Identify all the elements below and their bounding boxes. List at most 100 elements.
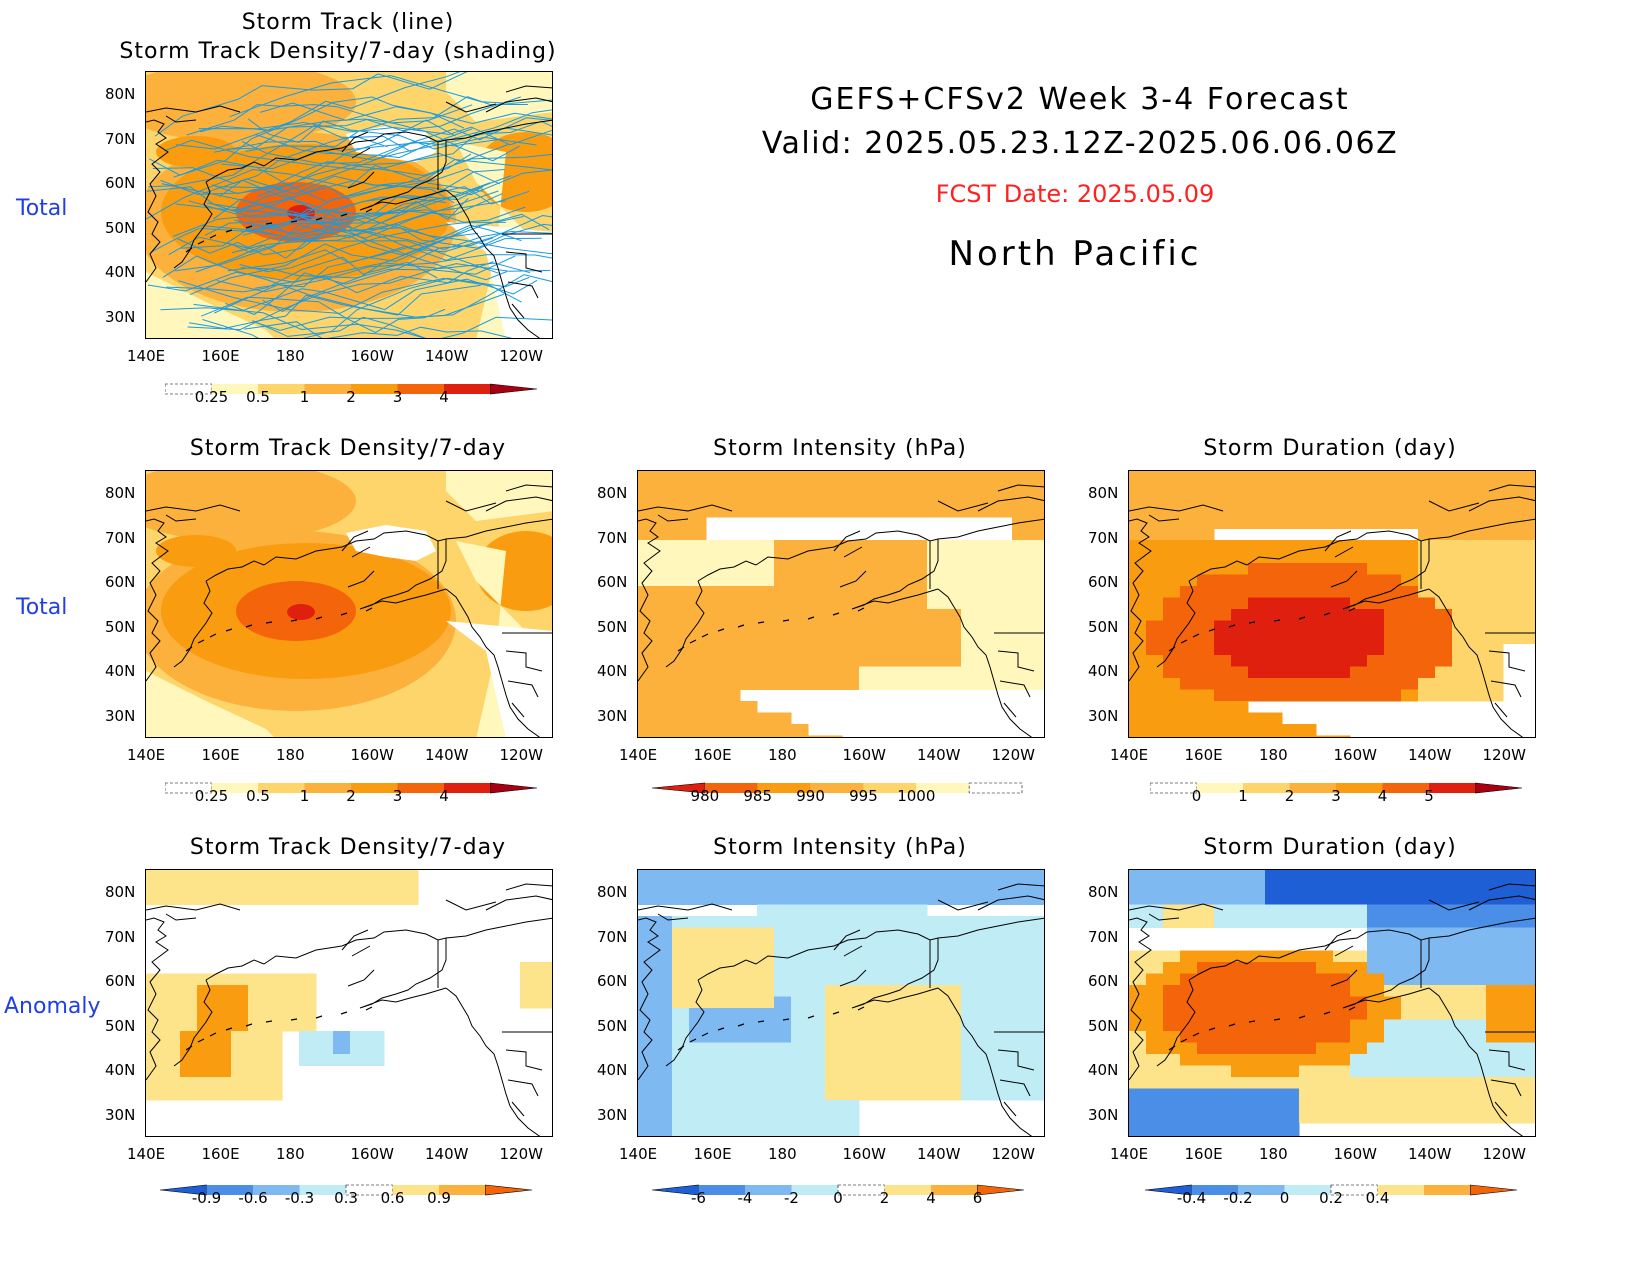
lat-tick: 40N xyxy=(597,662,628,681)
lat-tick: 80N xyxy=(105,883,136,901)
colorbar-label: 1 xyxy=(299,787,310,805)
forecast-date: FCST Date: 2025.05.09 xyxy=(935,180,1215,208)
colorbar-label: 4 xyxy=(1377,787,1388,805)
lat-tick: 70N xyxy=(105,927,136,946)
lon-tick: 140W xyxy=(425,347,469,365)
map-panel-duration-anom xyxy=(1128,869,1536,1137)
lat-tick: 60N xyxy=(597,972,628,991)
lon-tick: 140W xyxy=(1408,746,1452,764)
colorbar-label: -0.2 xyxy=(1223,1189,1253,1207)
colorbar-label: 980 xyxy=(690,787,720,805)
lon-tick: 180 xyxy=(1259,746,1288,764)
lon-tick: 180 xyxy=(1259,1145,1288,1163)
map-graphic xyxy=(146,72,552,338)
colorbar-label: -6 xyxy=(691,1189,706,1207)
colorbar-label: 4 xyxy=(439,388,449,406)
lon-tick: 120W xyxy=(499,746,543,764)
colorbar-label: 995 xyxy=(849,787,878,805)
lat-tick: 50N xyxy=(597,617,628,636)
colorbar-label: 3 xyxy=(1331,787,1341,805)
map-graphic xyxy=(638,471,1044,737)
lat-tick: 30N xyxy=(597,1106,628,1124)
colorbar-label: 2 xyxy=(346,388,356,406)
lon-tick: 180 xyxy=(276,347,305,365)
colorbar-label: 0.5 xyxy=(246,787,270,805)
lat-tick: 70N xyxy=(1088,528,1119,547)
lat-tick: 70N xyxy=(597,528,628,547)
lon-tick: 160E xyxy=(1184,1145,1223,1163)
panel-title-duration-total: Storm Duration (day) xyxy=(1203,436,1457,461)
lat-tick: 60N xyxy=(1088,573,1119,592)
colorbar-label: -2 xyxy=(784,1189,799,1207)
lon-tick: 120W xyxy=(1482,1145,1526,1163)
lon-tick: 160E xyxy=(693,746,732,764)
colorbar-label: 0.9 xyxy=(427,1189,451,1207)
colorbar-label: 1 xyxy=(1238,787,1248,805)
colorbar-label: 0.25 xyxy=(194,787,229,805)
panel-title-intensity-total: Storm Intensity (hPa) xyxy=(713,436,967,461)
lon-tick: 140E xyxy=(127,347,166,365)
lat-tick: 30N xyxy=(105,707,136,725)
lat-tick: 80N xyxy=(105,484,136,502)
lat-tick: 30N xyxy=(1088,1106,1119,1124)
colorbar-label: 0.5 xyxy=(246,388,270,406)
lat-tick: 60N xyxy=(105,972,136,991)
map-graphic xyxy=(146,870,552,1136)
lat-tick: 40N xyxy=(1088,662,1119,681)
colorbar xyxy=(1149,780,1532,799)
lon-tick: 120W xyxy=(499,1145,543,1163)
lat-tick: 80N xyxy=(105,85,136,103)
colorbar-label: 4 xyxy=(439,787,449,805)
lon-tick: 140W xyxy=(917,746,961,764)
lon-tick: 140E xyxy=(127,746,166,764)
lon-tick: 160E xyxy=(201,347,240,365)
lat-tick: 80N xyxy=(597,484,628,502)
lat-tick: 40N xyxy=(105,662,136,681)
lat-tick: 50N xyxy=(597,1016,628,1035)
lon-tick: 160E xyxy=(693,1145,732,1163)
lat-tick: 70N xyxy=(105,528,136,547)
lon-tick: 160W xyxy=(350,1145,394,1163)
lon-tick: 140E xyxy=(619,746,658,764)
lat-tick: 50N xyxy=(105,1016,136,1035)
lon-tick: 140W xyxy=(425,746,469,764)
lon-tick: 120W xyxy=(1482,746,1526,764)
colorbar-label: 4 xyxy=(926,1189,936,1207)
lat-tick: 40N xyxy=(597,1061,628,1080)
lon-tick: 160W xyxy=(350,347,394,365)
panel-title-density-total: Storm Track Density/7-day xyxy=(189,436,507,461)
lon-tick: 160W xyxy=(842,746,886,764)
lat-tick: 60N xyxy=(105,174,136,193)
panel-title-track-shading: Storm Track Density/7-day (shading) xyxy=(119,39,557,64)
lon-tick: 160E xyxy=(1184,746,1223,764)
colorbar xyxy=(651,780,1032,799)
lon-tick: 140E xyxy=(1110,1145,1149,1163)
lat-tick: 50N xyxy=(1088,1016,1119,1035)
lon-tick: 140E xyxy=(619,1145,658,1163)
colorbar-label: -0.4 xyxy=(1176,1189,1207,1207)
map-panel-intensity-anom xyxy=(637,869,1045,1137)
lon-tick: 180 xyxy=(276,1145,305,1163)
lon-tick: 160E xyxy=(201,746,240,764)
lon-tick: 180 xyxy=(276,746,305,764)
valid-period: Valid: 2025.05.23.12Z-2025.06.06.06Z xyxy=(761,126,1399,161)
lat-tick: 60N xyxy=(1088,972,1119,991)
map-graphic xyxy=(1129,471,1535,737)
colorbar-label: 3 xyxy=(392,388,403,406)
colorbar-label: 1 xyxy=(299,388,310,406)
row-label-total-1: Total xyxy=(16,196,68,221)
lat-tick: 60N xyxy=(597,573,628,592)
forecast-title: GEFS+CFSv2 Week 3-4 Forecast xyxy=(810,82,1350,117)
colorbar-label: 990 xyxy=(796,787,825,805)
lon-tick: 160W xyxy=(1333,746,1377,764)
colorbar-label: 2 xyxy=(879,1189,890,1207)
colorbar-label: 5 xyxy=(1424,787,1434,805)
lon-tick: 180 xyxy=(768,1145,797,1163)
lat-tick: 60N xyxy=(105,573,136,592)
colorbar-label: 0.4 xyxy=(1365,1189,1390,1207)
colorbar-label: 0.25 xyxy=(194,388,229,406)
map-panel-storm-track xyxy=(145,71,553,339)
lon-tick: 140W xyxy=(1408,1145,1452,1163)
lon-tick: 180 xyxy=(768,746,797,764)
colorbar xyxy=(1144,1182,1527,1201)
